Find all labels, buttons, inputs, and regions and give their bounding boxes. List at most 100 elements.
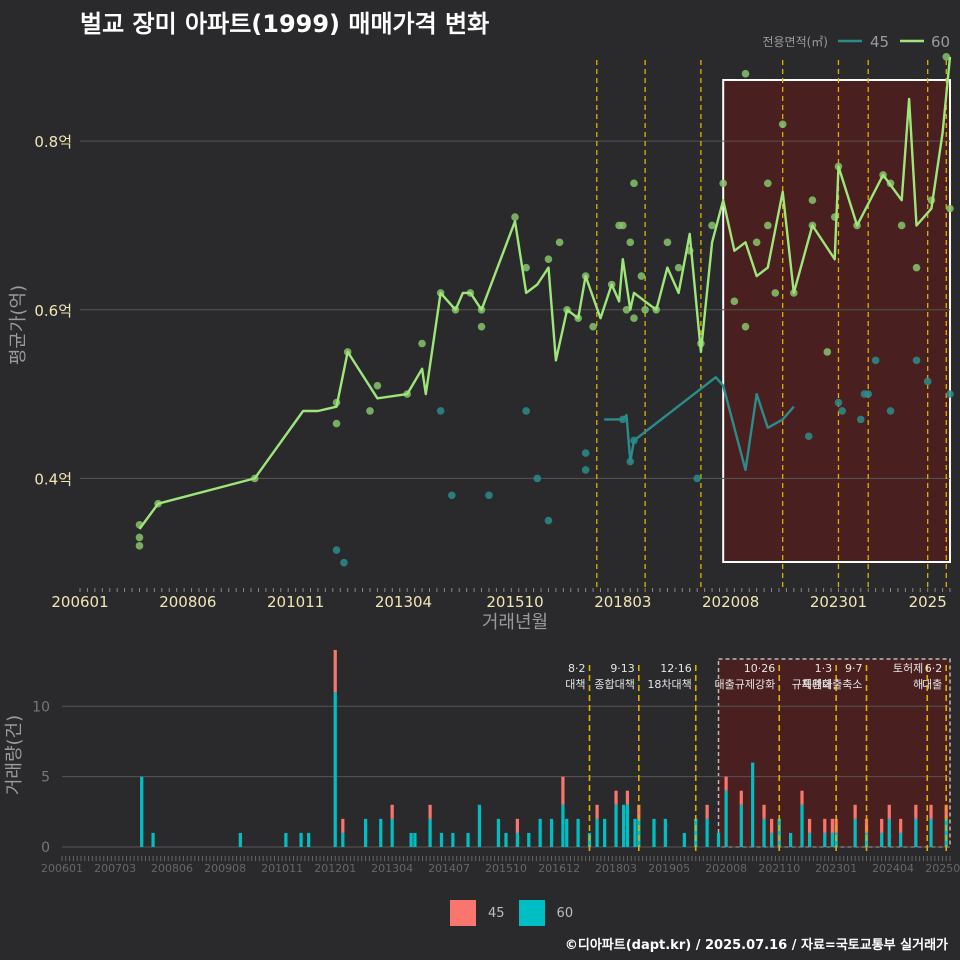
event-label-line: 12·16 — [660, 662, 692, 675]
bar-60 — [724, 790, 728, 847]
bar-60 — [716, 832, 721, 847]
bar-60 — [413, 832, 417, 847]
bar-60 — [914, 818, 918, 847]
event-label-line: 9·7 — [845, 662, 863, 675]
point-60 — [544, 255, 553, 263]
volume-x-tick-label: 201905 — [648, 862, 690, 875]
bar-60 — [428, 818, 432, 847]
event-label: 1·3 규제완화 — [792, 662, 832, 691]
bar-60 — [603, 818, 607, 847]
bar-60 — [527, 832, 531, 847]
point-45 — [838, 407, 846, 415]
point-60 — [764, 179, 772, 188]
bar-60 — [238, 832, 242, 847]
event-label-line: 9·13 — [610, 662, 635, 675]
bar-60 — [549, 818, 554, 847]
event-label-line: 특례대출축소 — [802, 678, 863, 691]
legend-label-45: 45 — [488, 905, 505, 921]
bar-60 — [576, 818, 580, 847]
volume-x-tick-label: 200908 — [204, 862, 246, 875]
bar-60 — [899, 832, 903, 847]
bar-45 — [341, 818, 345, 833]
x-tick-label: 202301 — [810, 593, 867, 611]
point-60 — [752, 238, 761, 247]
x-tick-label: 201304 — [375, 593, 432, 611]
point-45 — [485, 491, 493, 500]
point-45 — [436, 407, 445, 415]
x-tick-label: 200601 — [51, 593, 108, 611]
volume-chart: 0 5 10 8·2 대책 9·13 종합대책 12·16 18차대책 10·26 대출규제강화 1·… — [4, 650, 960, 875]
event-label-line: 규제완화 — [792, 678, 832, 691]
point-60 — [771, 289, 780, 297]
bar-60 — [739, 804, 743, 847]
point-45 — [886, 407, 895, 415]
point-45 — [544, 516, 553, 525]
bar-60 — [151, 832, 155, 847]
point-60 — [522, 263, 530, 272]
point-60 — [730, 297, 739, 306]
volume-x-tick-label: 202301 — [815, 862, 857, 875]
source-credit: ©디아파트(dapt.kr) / 2025.07.16 / 자료=국토교통부 실… — [564, 938, 948, 953]
point-60 — [373, 381, 382, 390]
event-label-line: 6·2 — [925, 662, 943, 675]
volume-x-tick-label: 201201 — [314, 862, 356, 875]
legend-label-60: 60 — [556, 905, 574, 921]
bar-60 — [633, 818, 637, 847]
point-60 — [912, 263, 921, 272]
volume-x-tick-label: 201407 — [428, 862, 470, 875]
bar-60 — [140, 776, 144, 847]
point-45 — [834, 398, 843, 407]
point-60 — [663, 238, 672, 247]
bar-60 — [777, 818, 781, 847]
legend-item-45[interactable]: 45 — [450, 900, 505, 926]
bar-60 — [830, 832, 834, 847]
x-tick-label: 2025 — [909, 593, 947, 611]
point-45 — [340, 558, 348, 567]
volume-y-axis-title: 거래량(건) — [4, 715, 25, 795]
point-45 — [693, 474, 701, 483]
point-60 — [897, 221, 906, 230]
bar-45 — [770, 818, 774, 833]
bar-60 — [622, 804, 626, 847]
point-45 — [332, 546, 341, 554]
event-label-line: 10·26 — [744, 662, 776, 675]
bar-45 — [914, 804, 918, 819]
point-45 — [581, 466, 590, 474]
point-60 — [511, 213, 519, 221]
bar-45 — [887, 804, 891, 819]
point-60 — [477, 322, 486, 331]
bar-60 — [390, 818, 394, 847]
bar-60 — [561, 804, 565, 847]
x-tick-label: 201011 — [267, 593, 324, 611]
legend-label-60: 60 — [931, 33, 950, 51]
volume-x-tick-label: 201510 — [485, 862, 527, 875]
event-label: 6·2 대출 — [922, 662, 942, 691]
point-60 — [366, 407, 374, 415]
bar-60 — [538, 818, 542, 847]
bar-45 — [739, 790, 743, 805]
bar-60 — [682, 832, 686, 847]
bar-45 — [705, 804, 709, 819]
bar-60 — [929, 818, 933, 847]
bar-60 — [379, 818, 383, 847]
legend-item-60[interactable]: 60 — [518, 900, 574, 926]
bar-60 — [477, 804, 482, 847]
point-60 — [626, 238, 635, 247]
y-tick-label: 0.6억 — [34, 302, 72, 320]
point-45 — [946, 390, 954, 398]
bar-60 — [565, 818, 569, 847]
legend-title: 전용면적(㎡) — [762, 35, 828, 49]
legend-swatch-60 — [518, 900, 545, 926]
event-label-line: 8·2 — [568, 662, 586, 675]
volume-x-tick-label: 202008 — [705, 862, 747, 875]
bar-60 — [466, 832, 470, 847]
event-label-line: 대출규제강화 — [714, 678, 775, 691]
bar-60 — [694, 818, 698, 847]
x-axis-title: 거래년월 — [482, 612, 548, 633]
volume-x-tick-label: 202404 — [872, 862, 914, 875]
event-label: 9·7 특례대출축소 — [802, 662, 863, 691]
point-60 — [823, 348, 832, 356]
bar-45 — [724, 776, 728, 791]
series-line-60 — [138, 56, 952, 530]
volume-x-tick-label: 200703 — [94, 862, 136, 875]
